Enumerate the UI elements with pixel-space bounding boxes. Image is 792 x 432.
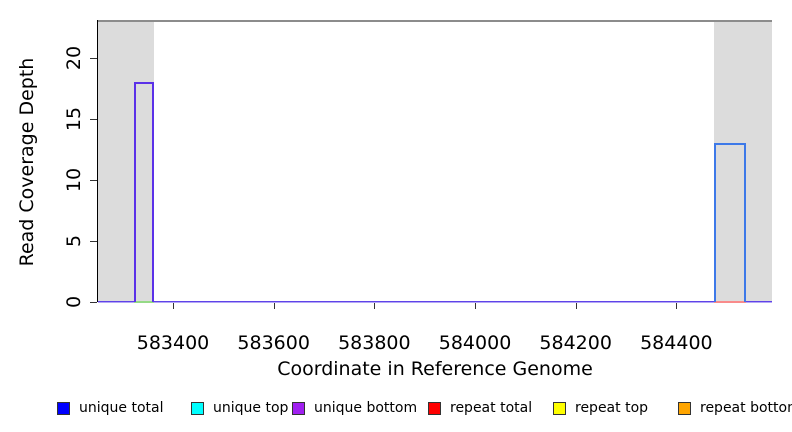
legend-item-repeat-total: repeat total: [428, 400, 532, 416]
legend-item-repeat-bottom: repeat bottom: [678, 400, 792, 416]
zero-coverage-segment: [714, 301, 747, 303]
y-tick: [90, 302, 97, 303]
x-tick: [575, 302, 577, 309]
zero-coverage-segment: [134, 301, 154, 303]
x-tick-label: 583800: [338, 332, 411, 354]
x-tick: [676, 302, 678, 309]
legend-label: repeat bottom: [700, 400, 792, 416]
y-tick: [90, 118, 97, 120]
x-tick-label: 584200: [539, 332, 612, 354]
legend-swatch: [292, 401, 305, 415]
y-tick-label: 20: [63, 45, 85, 70]
legend-swatch: [191, 401, 204, 415]
y-tick-label: 10: [63, 167, 85, 193]
x-tick: [475, 302, 477, 309]
x-tick-label: 584000: [438, 332, 512, 354]
legend-item-unique-top: unique top: [191, 400, 288, 416]
legend-swatch: [678, 401, 691, 415]
shaded-flank-region: [714, 22, 772, 302]
legend-swatch: [57, 401, 70, 415]
y-tick: [90, 179, 97, 181]
x-tick: [374, 302, 376, 309]
zero-coverage-baseline: [98, 301, 772, 303]
legend-swatch: [428, 401, 441, 415]
legend-label: repeat total: [450, 400, 533, 416]
y-axis-title: Read Coverage Depth: [16, 57, 38, 267]
x-tick: [273, 302, 275, 309]
x-tick-label: 583600: [237, 332, 310, 354]
legend-item-unique-bottom: unique bottom: [292, 400, 417, 416]
legend-item-repeat-top: repeat top: [553, 400, 648, 416]
y-axis-line: [97, 20, 98, 302]
legend-label: unique top: [213, 400, 289, 416]
x-axis-title: Coordinate in Reference Genome: [277, 358, 593, 380]
y-tick: [90, 57, 97, 59]
y-tick-label: 5: [63, 234, 85, 247]
y-tick: [90, 240, 97, 242]
coverage-bar: [714, 143, 747, 302]
plot-top-border: [98, 20, 772, 22]
legend-label: repeat top: [575, 400, 649, 416]
x-tick-label: 583400: [136, 332, 210, 354]
coverage-bar: [133, 82, 154, 302]
x-tick: [173, 302, 174, 309]
y-tick-label: 0: [63, 295, 85, 309]
shaded-flank-region: [98, 22, 154, 302]
plot-area: 583400 583600 583800 584000 584200 584400 0 5 10…: [63, 20, 772, 354]
legend-swatch: [553, 401, 566, 415]
legend-label: unique total: [79, 400, 164, 416]
y-tick-label: 15: [63, 106, 85, 131]
x-tick-label: 584400: [640, 332, 713, 354]
legend-item-unique-total: unique total: [57, 400, 163, 416]
legend-label: unique bottom: [314, 400, 418, 416]
